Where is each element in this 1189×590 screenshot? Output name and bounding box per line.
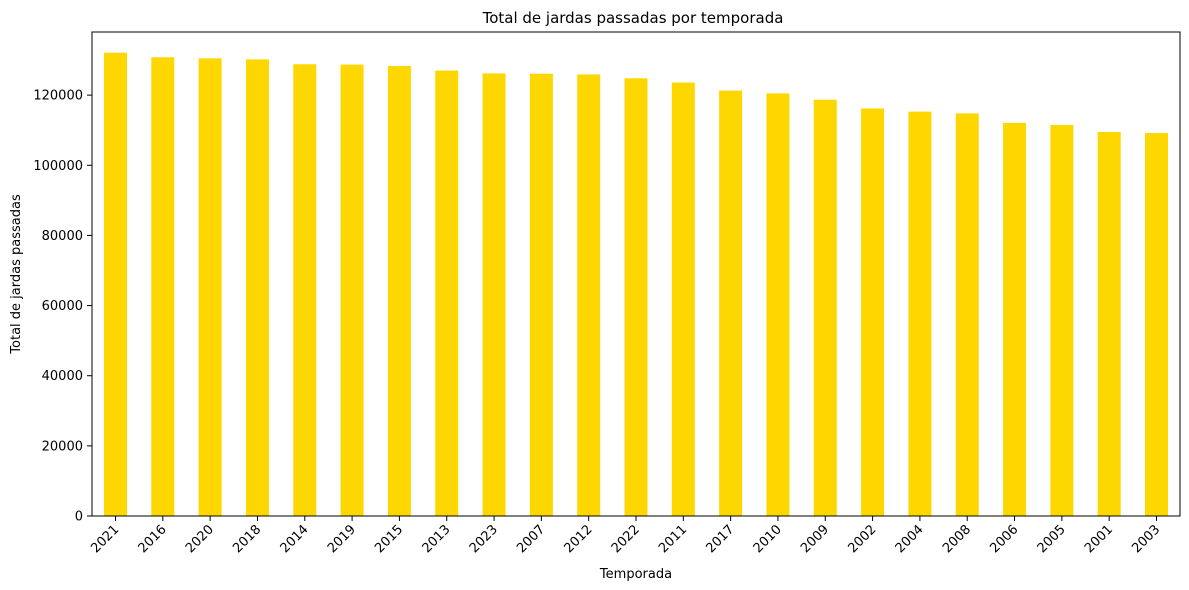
x-axis: 2021 2016 2020 2018 2014 2019 2015 2013 2023 2007… <box>88 516 1163 556</box>
bar-2016 <box>151 57 175 517</box>
y-tick-label: 120000 <box>33 89 83 104</box>
bar-2010 <box>766 93 790 517</box>
y-axis-label: Total de jardas passadas <box>9 194 24 355</box>
x-tick-label: 2014 <box>278 522 312 556</box>
y-tick-label: 60000 <box>42 299 83 314</box>
bar-2017 <box>719 90 743 516</box>
bar-2008 <box>955 113 979 517</box>
bar-2001 <box>1097 131 1121 516</box>
x-tick-label: 2020 <box>183 522 217 556</box>
x-tick-label: 2018 <box>230 522 264 556</box>
x-tick-label: 2019 <box>325 522 359 556</box>
bars-group <box>104 52 1168 517</box>
bar-2018 <box>245 59 269 517</box>
bar-2006 <box>1003 122 1027 517</box>
bar-2012 <box>577 74 601 516</box>
x-tick-label: 2007 <box>514 522 548 556</box>
x-tick-label: 2016 <box>136 522 170 556</box>
plot-frame <box>91 31 1181 517</box>
bar-2011 <box>671 82 695 517</box>
x-tick-label: 2022 <box>609 522 643 556</box>
bar-2014 <box>293 64 317 517</box>
x-tick-label: 2009 <box>798 522 832 556</box>
x-tick-label: 2003 <box>1129 522 1163 556</box>
bar-2002 <box>861 108 885 516</box>
x-tick-label: 2021 <box>88 522 122 556</box>
bar-2020 <box>198 58 222 516</box>
bar-2007 <box>529 73 553 516</box>
x-tick-label: 2008 <box>940 522 974 556</box>
y-tick-label: 40000 <box>42 369 83 384</box>
x-tick-label: 2010 <box>751 522 785 556</box>
y-tick-label: 100000 <box>33 159 83 174</box>
x-tick-label: 2012 <box>562 522 596 556</box>
bar-2015 <box>387 66 411 516</box>
chart-title: Total de jardas passadas por temporada <box>482 9 784 27</box>
x-tick-label: 2002 <box>845 522 879 556</box>
x-tick-label: 2015 <box>372 522 406 556</box>
x-tick-label: 2005 <box>1035 522 1069 556</box>
x-tick-label: 2011 <box>656 522 690 556</box>
y-tick-label: 80000 <box>42 229 83 244</box>
x-tick-label: 2004 <box>893 522 927 556</box>
x-axis-label: Temporada <box>599 567 672 582</box>
x-tick-label: 2013 <box>420 522 454 556</box>
bar-2004 <box>908 111 932 516</box>
y-tick-label: 0 <box>75 510 83 525</box>
bar-2009 <box>813 99 837 517</box>
bar-2021 <box>104 52 127 517</box>
y-axis: 0 20000 40000 60000 80000 100000 120000 <box>33 89 92 525</box>
bar-2005 <box>1050 124 1074 517</box>
y-tick-label: 20000 <box>42 439 83 454</box>
bar-2003 <box>1145 133 1168 516</box>
bar-2022 <box>624 78 648 516</box>
x-tick-label: 2023 <box>467 522 501 556</box>
x-tick-label: 2006 <box>987 522 1021 556</box>
x-tick-label: 2001 <box>1082 522 1116 556</box>
x-tick-label: 2017 <box>703 522 737 556</box>
bar-2023 <box>482 73 506 517</box>
bar-2019 <box>340 64 364 516</box>
bar-2013 <box>435 70 459 516</box>
